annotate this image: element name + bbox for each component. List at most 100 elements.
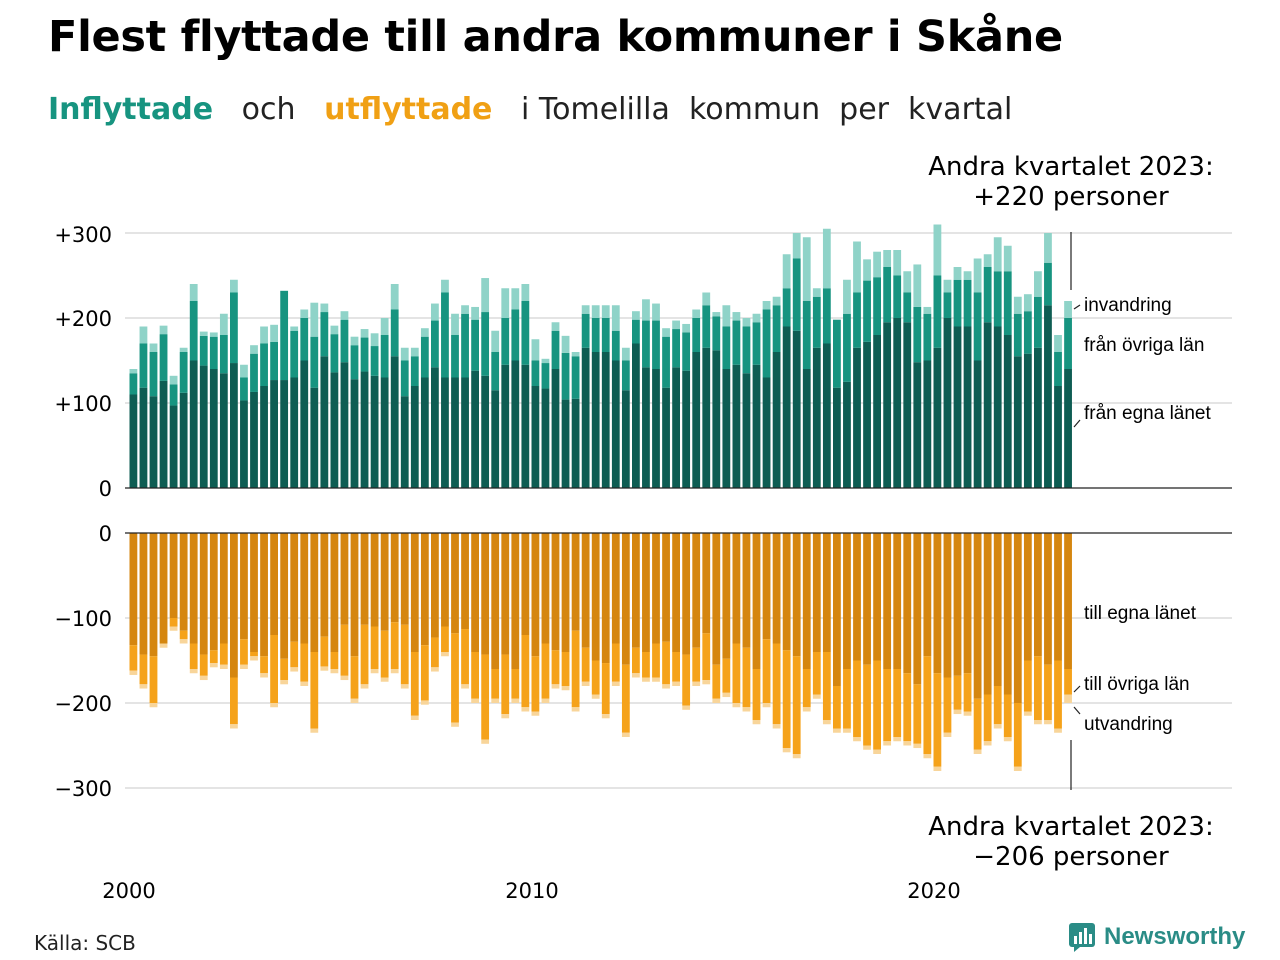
bar-in-egna	[853, 347, 861, 488]
bar-in-invandring	[350, 336, 359, 346]
bar-in-egna	[541, 388, 550, 488]
subtitle-inflow-word: Inflyttade	[48, 92, 214, 127]
bar-out-ovriga	[652, 643, 660, 678]
bar-out-egna	[812, 533, 821, 652]
bar-in-egna	[792, 330, 801, 488]
bar-out-utvandring	[250, 656, 258, 661]
bar-out-utvandring	[199, 675, 208, 681]
bar-out-egna	[581, 533, 590, 648]
bar-in-egna	[822, 343, 831, 488]
bar-in-egna	[511, 360, 520, 488]
bar-in-invandring	[672, 320, 680, 330]
bar-out-egna	[702, 533, 711, 634]
bar-out-utvandring	[330, 669, 339, 674]
bar-in-ovriga	[290, 330, 299, 378]
bar-out-ovriga	[1023, 660, 1032, 712]
bar-in-egna	[963, 326, 972, 488]
bar-in-invandring	[129, 369, 138, 374]
bar-in-ovriga	[451, 335, 459, 378]
bar-out-egna	[431, 533, 439, 638]
bar-out-ovriga	[742, 647, 751, 708]
bar-out-ovriga	[420, 645, 429, 701]
bar-in-ovriga	[501, 318, 510, 365]
bar-out-egna	[752, 533, 761, 669]
bar-in-egna	[732, 364, 741, 488]
outflow-bars	[129, 533, 1072, 771]
bar-out-utvandring	[340, 675, 349, 681]
bar-out-utvandring	[169, 626, 178, 631]
bar-out-egna	[873, 533, 881, 661]
bar-out-egna	[230, 533, 238, 678]
legend-fran-ovriga-lan: från övriga län	[1084, 335, 1204, 356]
bar-in-egna	[199, 365, 208, 488]
bar-out-egna	[410, 533, 419, 652]
bar-in-egna	[943, 318, 952, 488]
bar-in-ovriga	[1054, 352, 1062, 386]
bar-out-utvandring	[420, 700, 429, 705]
bar-in-invandring	[772, 296, 781, 306]
bar-in-egna	[601, 352, 610, 488]
bottom-annotation-line2: −206 personer	[973, 842, 1169, 872]
bar-out-egna	[159, 533, 168, 644]
bar-out-ovriga	[541, 643, 550, 699]
bar-in-ovriga	[481, 312, 490, 376]
bar-out-ovriga	[380, 630, 389, 678]
bar-in-egna	[742, 373, 751, 488]
legend-utvandring: utvandring	[1084, 714, 1173, 735]
bar-out-egna	[1044, 533, 1052, 665]
bar-in-invandring	[149, 343, 158, 352]
bar-in-ovriga	[903, 292, 912, 323]
bar-in-invandring	[601, 305, 610, 318]
bar-out-ovriga	[993, 686, 1002, 725]
bar-in-egna	[712, 350, 721, 488]
bar-in-egna	[833, 387, 841, 488]
bar-in-ovriga	[601, 318, 610, 352]
bar-out-utvandring	[772, 724, 781, 729]
bar-out-ovriga	[762, 639, 771, 703]
bar-out-utvandring	[973, 749, 982, 754]
bar-in-ovriga	[300, 318, 309, 361]
newsworthy-logo[interactable]: Newsworthy	[1068, 922, 1245, 952]
legend-fran-egna-lanet: från egna länet	[1084, 403, 1211, 424]
bar-in-invandring	[380, 318, 389, 335]
chart-title: Flest flyttade till andra kommuner i Skå…	[48, 12, 1063, 62]
bar-in-egna	[521, 364, 530, 488]
bar-in-invandring	[712, 312, 721, 317]
bar-out-ovriga	[722, 658, 731, 693]
bar-in-egna	[812, 347, 821, 488]
bar-in-egna	[762, 377, 771, 488]
bar-in-egna	[1034, 347, 1042, 488]
bar-out-ovriga	[752, 669, 761, 720]
bar-in-invandring	[762, 301, 771, 310]
bar-in-ovriga	[682, 332, 691, 371]
top-ytick-0: 0	[99, 477, 112, 501]
bar-in-ovriga	[410, 356, 419, 386]
bar-out-egna	[149, 533, 158, 657]
bar-out-utvandring	[822, 720, 831, 725]
bar-out-egna	[270, 533, 278, 635]
bar-out-ovriga	[591, 660, 600, 695]
bar-out-utvandring	[853, 737, 861, 742]
bar-in-ovriga	[270, 341, 278, 381]
xtick-2000: 2000	[102, 879, 155, 903]
bar-out-ovriga	[280, 658, 289, 681]
bar-out-utvandring	[219, 664, 228, 669]
bar-in-ovriga	[149, 352, 158, 397]
bar-out-ovriga	[169, 618, 178, 627]
bar-in-invandring	[501, 288, 510, 318]
bar-out-egna	[280, 533, 289, 659]
bar-out-utvandring	[843, 728, 851, 733]
bar-out-egna	[973, 533, 982, 699]
bar-out-utvandring	[702, 680, 711, 685]
bar-out-ovriga	[219, 643, 228, 665]
bar-in-egna	[913, 362, 922, 488]
bar-in-invandring	[812, 288, 821, 297]
bar-out-ovriga	[390, 622, 399, 669]
bar-out-utvandring	[380, 677, 389, 682]
bar-in-invandring	[632, 311, 640, 320]
bar-in-ovriga	[240, 377, 248, 401]
bar-in-invandring	[853, 241, 861, 293]
bar-in-egna	[953, 326, 962, 488]
bar-out-utvandring	[521, 707, 530, 712]
bar-out-ovriga	[260, 656, 268, 674]
